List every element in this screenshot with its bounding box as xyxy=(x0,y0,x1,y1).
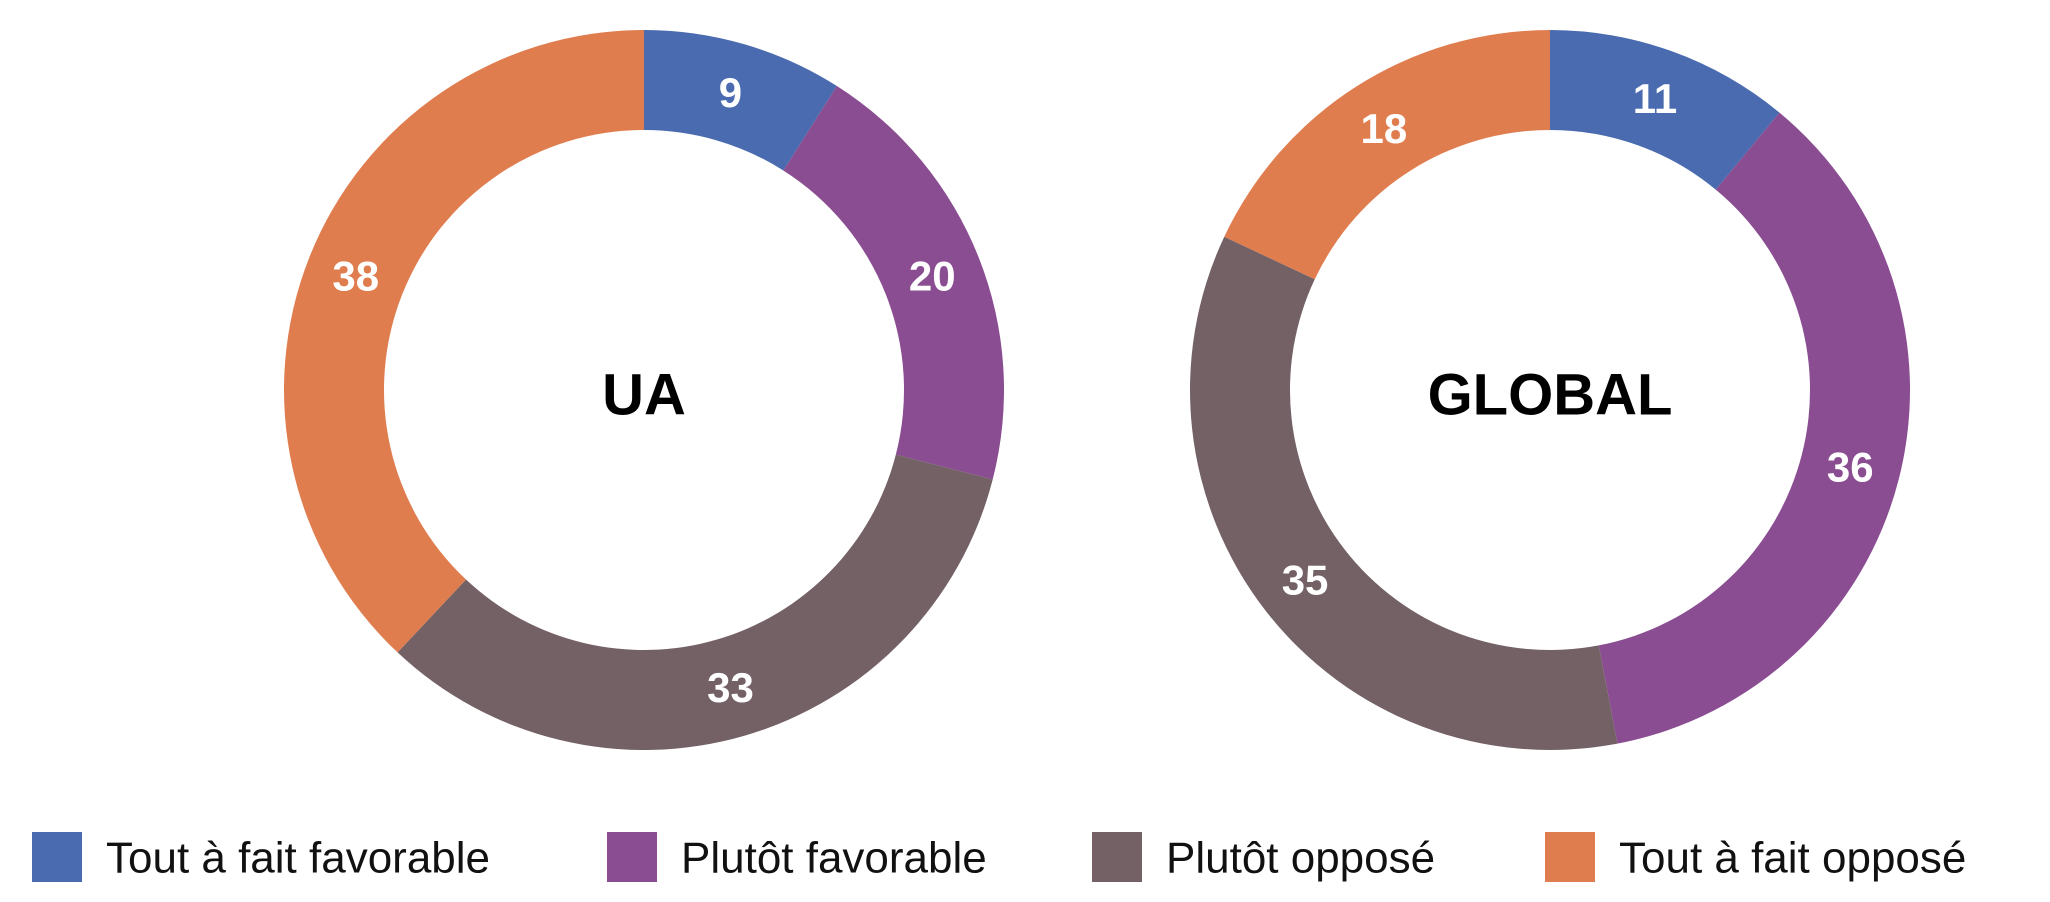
legend-label: Tout à fait opposé xyxy=(1619,834,1966,883)
value-label: 33 xyxy=(707,664,754,711)
donut-segment xyxy=(284,30,644,653)
value-label: 9 xyxy=(719,69,742,116)
donut-segment xyxy=(1224,30,1550,280)
donut-segment xyxy=(644,30,837,171)
legend-label: Tout à fait favorable xyxy=(106,834,490,883)
value-label: 35 xyxy=(1282,557,1329,604)
legend-swatch xyxy=(32,832,82,882)
donut-segment xyxy=(783,86,1004,480)
legend-label: Plutôt favorable xyxy=(681,834,987,883)
value-label: 18 xyxy=(1361,105,1408,152)
legend-swatch xyxy=(1545,832,1595,882)
value-label: 20 xyxy=(909,252,956,299)
legend-swatch xyxy=(607,832,657,882)
value-label: 36 xyxy=(1827,444,1874,491)
chart-title: GLOBAL xyxy=(1428,363,1673,428)
legend-swatch xyxy=(1092,832,1142,882)
value-label: 38 xyxy=(332,252,379,299)
donut-segment xyxy=(1550,30,1780,190)
donut-segment xyxy=(1189,236,1618,750)
legend-label: Plutôt opposé xyxy=(1166,834,1435,883)
chart-title: UA xyxy=(602,363,686,428)
donut-segment xyxy=(397,454,993,750)
value-label: 11 xyxy=(1633,75,1677,122)
donut-segment xyxy=(1598,112,1911,744)
